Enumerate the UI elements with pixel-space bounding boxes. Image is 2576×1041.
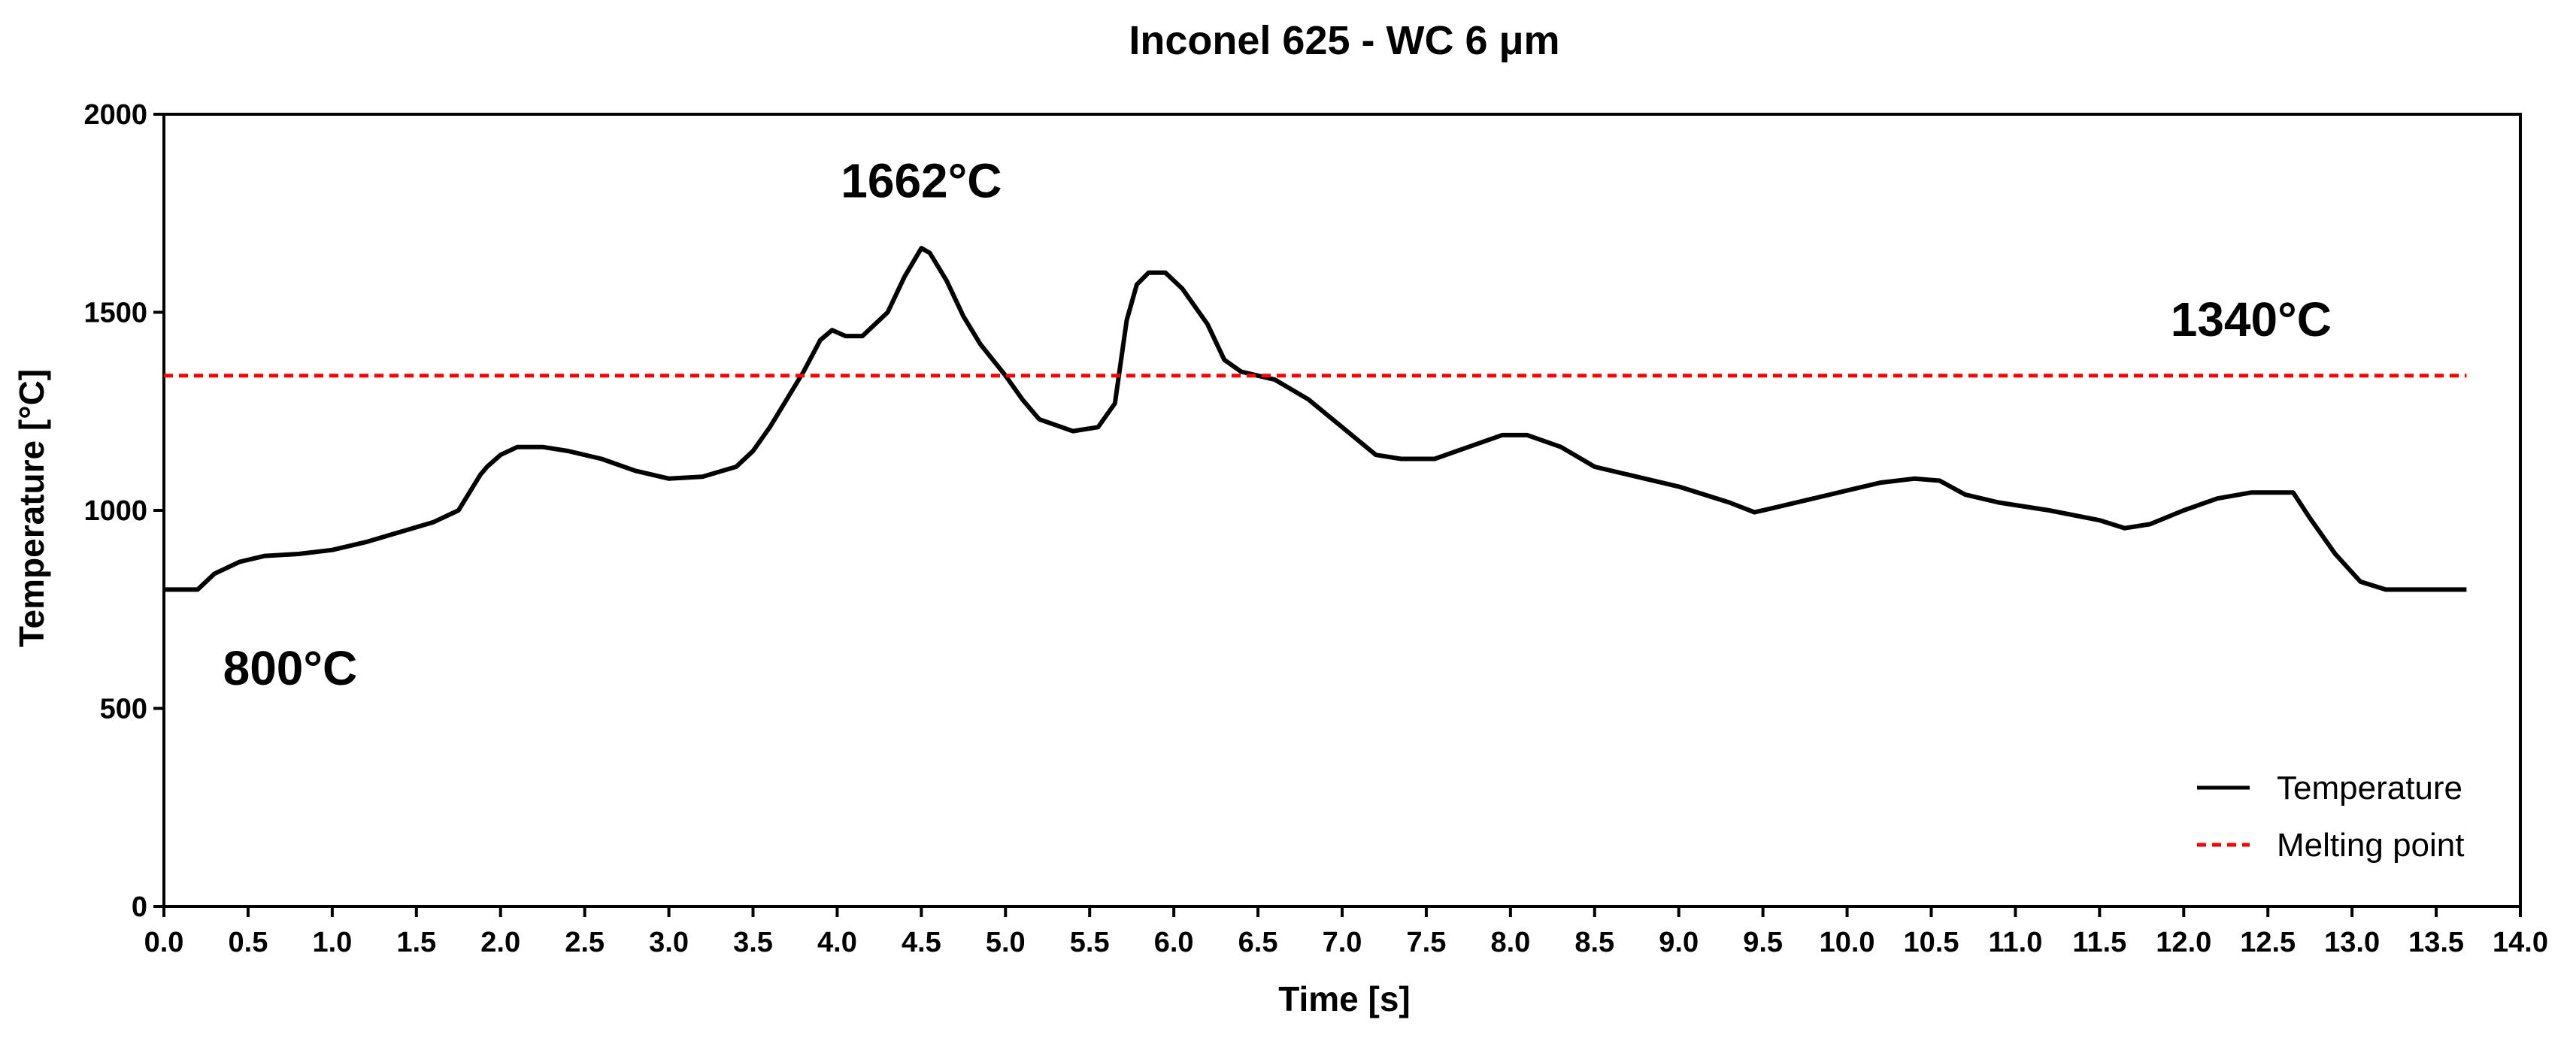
- x-tick-label: 11.5: [2072, 927, 2126, 958]
- x-tick-label: 11.0: [1988, 927, 2042, 958]
- x-tick-label: 0.0: [144, 927, 184, 958]
- x-tick-label: 10.0: [1820, 927, 1875, 958]
- x-tick-label: 13.5: [2408, 927, 2464, 958]
- x-tick-label: 5.0: [986, 927, 1026, 958]
- x-tick-label: 8.5: [1574, 927, 1614, 958]
- plot-frame: [162, 113, 2522, 908]
- x-tick-label: 6.0: [1154, 927, 1194, 958]
- x-tick-label: 9.5: [1743, 927, 1783, 958]
- annotation-label: 1662°C: [841, 154, 1002, 208]
- x-tick-label: 8.0: [1490, 927, 1530, 958]
- x-tick-label: 2.0: [480, 927, 520, 958]
- x-tick-label: 13.0: [2324, 927, 2380, 958]
- x-tick-label: 6.5: [1238, 927, 1278, 958]
- x-tick-label: 7.0: [1323, 927, 1362, 958]
- x-tick-label: 1.0: [312, 927, 352, 958]
- y-tick-label: 500: [100, 694, 147, 725]
- x-tick-label: 3.0: [649, 927, 689, 958]
- x-tick-label: 4.0: [817, 927, 857, 958]
- x-tick-label: 2.5: [565, 927, 605, 958]
- legend-melting-point-label: Melting point: [2277, 827, 2464, 864]
- x-tick-label: 3.5: [733, 927, 773, 958]
- x-tick-label: 4.5: [902, 927, 941, 958]
- x-tick-label: 9.0: [1659, 927, 1699, 958]
- x-tick-label: 7.5: [1407, 927, 1447, 958]
- y-axis-label: Temperature [°C]: [12, 369, 51, 647]
- chart-title: Inconel 625 - WC 6 μm: [1129, 18, 1559, 63]
- x-tick-label: 5.5: [1070, 927, 1110, 958]
- legend: Temperature Melting point: [2197, 770, 2464, 864]
- y-tick-label: 1000: [83, 495, 147, 527]
- legend-temperature-label: Temperature: [2277, 770, 2462, 806]
- temperature-line: [164, 246, 2467, 592]
- plot-area: 0.0 0.5 1.0 1.5 2.0 2.5 3.0 3.5 4.0 4.5 5.0 5.5 6.0 6…: [83, 99, 2548, 958]
- x-tick-label: 0.5: [229, 927, 268, 958]
- x-tick-label: 14.0: [2493, 927, 2548, 958]
- x-tick-label: 1.5: [396, 927, 436, 958]
- x-tick-label: 12.0: [2156, 927, 2211, 958]
- x-tick-label: 10.5: [1904, 927, 1959, 958]
- y-tick-label: 1500: [83, 298, 147, 329]
- y-tick-label: 0: [132, 891, 147, 923]
- annotation-label: 1340°C: [2171, 292, 2332, 346]
- annotation-label: 800°C: [223, 641, 358, 695]
- x-tick-label: 12.5: [2240, 927, 2296, 958]
- y-tick-label: 2000: [83, 99, 147, 131]
- x-axis-label: Time [s]: [1278, 979, 1411, 1018]
